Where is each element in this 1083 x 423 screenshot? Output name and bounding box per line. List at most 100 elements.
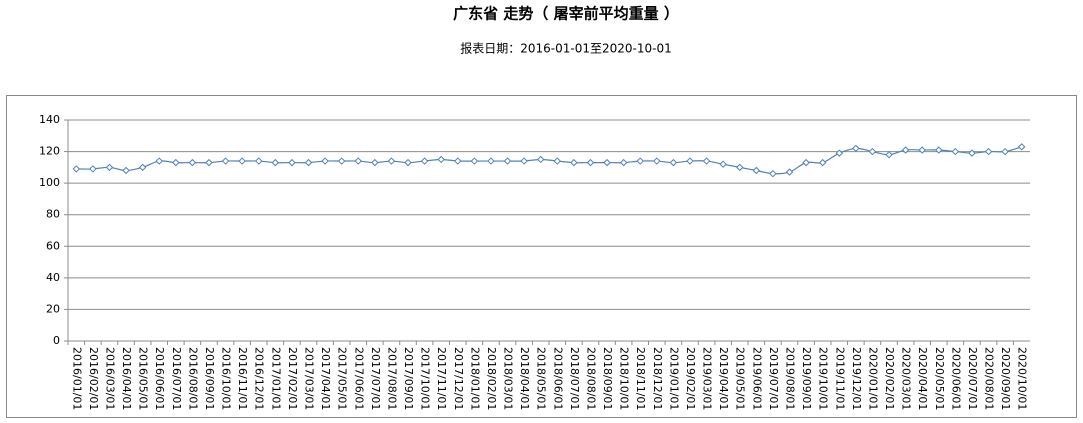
x-tick-label: 2016/09/01 — [203, 347, 216, 410]
chart-frame — [6, 95, 1077, 418]
x-tick-label: 2018/03/01 — [502, 347, 515, 410]
point-marker — [321, 157, 329, 165]
point-marker — [255, 157, 263, 165]
x-tick-label: 2017/10/01 — [419, 347, 432, 410]
x-tick-label: 2016/11/01 — [236, 347, 249, 410]
chart-title: 广东省 走势（ 屠宰前平均重量 ） — [453, 5, 679, 23]
x-tick-label: 2017/12/01 — [452, 347, 465, 410]
x-tick-label: 2016/08/01 — [186, 347, 199, 410]
x-tick-label: 2019/09/01 — [800, 347, 813, 410]
point-marker — [636, 157, 644, 165]
x-tick-label: 2020/10/01 — [1016, 347, 1029, 410]
point-marker — [271, 158, 280, 167]
point-marker — [852, 144, 860, 153]
point-marker — [1018, 143, 1026, 151]
x-tick-label: 2020/01/01 — [866, 347, 879, 410]
x-tick-label: 2016/02/01 — [87, 347, 100, 410]
x-tick-label: 2017/06/01 — [352, 347, 365, 410]
point-marker — [586, 158, 595, 167]
point-marker — [785, 168, 794, 176]
point-marker — [835, 149, 843, 157]
x-tick-label: 2020/06/01 — [949, 347, 962, 410]
x-tick-label: 2016/04/01 — [120, 347, 133, 410]
point-marker — [72, 165, 81, 173]
x-tick-label: 2020/05/01 — [933, 347, 946, 410]
x-tick-label: 2020/08/01 — [983, 347, 996, 410]
x-tick-label: 2018/02/01 — [485, 347, 498, 410]
point-marker — [802, 158, 810, 167]
y-tick-label: 80 — [46, 208, 60, 221]
point-marker — [603, 158, 611, 167]
point-marker — [553, 157, 562, 165]
x-tick-label: 2018/05/01 — [535, 347, 548, 410]
chart-subtitle: 报表日期：2016-01-01至2020-10-01 — [460, 41, 671, 56]
x-tick-label: 2016/12/01 — [253, 347, 266, 410]
x-tick-label: 2019/02/01 — [684, 347, 697, 410]
point-marker — [387, 157, 396, 165]
point-marker — [89, 165, 97, 173]
point-marker — [818, 158, 827, 167]
x-tick-label: 2016/03/01 — [103, 347, 116, 410]
point-marker — [288, 158, 296, 167]
x-tick-label: 2019/04/01 — [717, 347, 730, 410]
point-marker — [437, 155, 445, 164]
y-tick-label: 20 — [46, 302, 60, 315]
point-marker — [901, 146, 910, 154]
point-marker — [487, 157, 495, 165]
x-tick-label: 2018/12/01 — [651, 347, 664, 410]
x-tick-label: 2019/08/01 — [784, 347, 797, 410]
point-marker — [404, 158, 412, 167]
y-tick-label: 60 — [46, 239, 60, 252]
point-marker — [105, 163, 114, 172]
point-marker — [570, 158, 578, 167]
x-tick-label: 2020/03/01 — [900, 347, 913, 410]
point-marker — [454, 157, 462, 165]
x-tick-label: 2017/02/01 — [286, 347, 299, 410]
point-marker — [669, 158, 678, 167]
x-tick-label: 2016/06/01 — [153, 347, 166, 410]
x-tick-label: 2018/01/01 — [468, 347, 481, 410]
x-tick-label: 2016/07/01 — [170, 347, 183, 410]
point-marker — [354, 157, 362, 165]
x-tick-label: 2019/10/01 — [817, 347, 830, 410]
point-marker — [304, 158, 313, 167]
x-tick-label: 2017/01/01 — [269, 347, 282, 410]
y-tick-label: 40 — [46, 271, 60, 284]
x-tick-label: 2018/10/01 — [618, 347, 631, 410]
point-marker — [371, 158, 379, 167]
point-marker — [172, 158, 180, 167]
x-tick-label: 2020/09/01 — [999, 347, 1012, 410]
x-tick-label: 2020/04/01 — [916, 347, 929, 410]
point-marker — [619, 158, 628, 167]
point-marker — [736, 163, 744, 172]
x-tick-label: 2017/09/01 — [402, 347, 415, 410]
point-marker — [769, 169, 777, 178]
x-tick-label: 2017/08/01 — [385, 347, 398, 410]
point-marker — [951, 147, 960, 156]
point-marker — [935, 146, 943, 154]
point-marker — [238, 157, 246, 165]
y-tick-label: 0 — [53, 334, 60, 347]
x-tick-label: 2016/01/01 — [70, 347, 83, 410]
x-tick-label: 2019/11/01 — [833, 347, 846, 410]
x-tick-label: 2020/02/01 — [883, 347, 896, 410]
x-tick-label: 2018/04/01 — [518, 347, 531, 410]
y-tick-label: 120 — [39, 145, 60, 158]
y-tick-label: 140 — [39, 113, 60, 126]
x-tick-label: 2016/10/01 — [220, 347, 233, 410]
point-marker — [205, 158, 213, 167]
x-tick-label: 2017/05/01 — [336, 347, 349, 410]
point-marker — [503, 157, 512, 165]
x-tick-label: 2018/08/01 — [584, 347, 597, 410]
point-marker — [968, 149, 976, 157]
point-marker — [653, 157, 661, 165]
point-marker — [221, 157, 230, 165]
point-marker — [155, 157, 163, 165]
point-marker — [138, 163, 147, 172]
y-tick-label: 100 — [39, 176, 60, 189]
x-tick-label: 2018/11/01 — [634, 347, 647, 410]
series-line — [76, 146, 1022, 175]
point-marker — [520, 157, 528, 165]
x-tick-label: 2017/04/01 — [319, 347, 332, 410]
point-marker — [984, 147, 993, 156]
